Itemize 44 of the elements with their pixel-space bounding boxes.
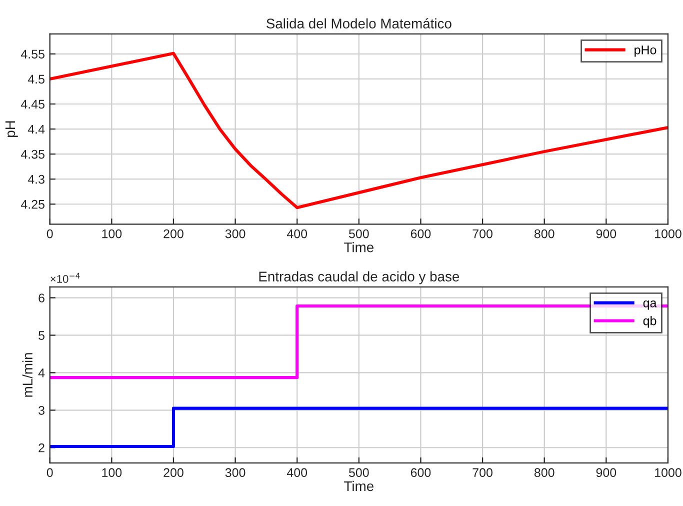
x-tick-label: 1000	[655, 468, 682, 478]
x-tick-label: 500	[348, 468, 369, 478]
x-tick-label: 300	[225, 468, 246, 478]
x-tick-label: 600	[410, 468, 431, 478]
legend-label: qb	[643, 316, 656, 328]
x-tick-label: 800	[534, 229, 554, 238]
y-axis-title: mL/min	[22, 353, 33, 397]
y-tick-label: 2	[38, 443, 44, 452]
x-tick-label: 700	[472, 468, 492, 478]
x-tick-label: 600	[410, 229, 431, 238]
x-tick-label: 100	[102, 468, 122, 478]
legend-label: qa	[643, 300, 657, 310]
y-tick-label: 4.45	[20, 100, 44, 109]
y-axis-title: pH	[5, 121, 18, 138]
chart-title: Salida del Modelo Matemático	[266, 18, 452, 28]
x-axis-title: Time	[344, 242, 374, 252]
y-tick-label: 4.5	[28, 74, 44, 84]
x-tick-label: 900	[596, 229, 616, 238]
y-tick-label: 4.4	[28, 124, 45, 134]
x-tick-label: 0	[46, 468, 53, 478]
x-tick-label: 900	[596, 468, 616, 478]
x-tick-label: 800	[534, 468, 554, 478]
y-tick-label: 4.55	[20, 50, 44, 59]
text: ×10$^{−4}$	[50, 272, 80, 283]
y-tick-label: 4.25	[20, 200, 44, 209]
x-tick-label: 1000	[655, 229, 682, 238]
y-tick-label: 5	[38, 331, 44, 340]
x-tick-label: 100	[102, 229, 122, 238]
x-tick-label: 0	[46, 229, 53, 238]
legend-label: pHo	[634, 46, 656, 57]
y-tick-label: 4.3	[28, 174, 44, 184]
x-tick-label: 400	[286, 229, 308, 238]
x-axis-title: Time	[344, 480, 374, 492]
x-tick-label: 500	[348, 229, 369, 238]
x-tick-label: 200	[164, 229, 184, 238]
y-tick-label: 3	[38, 406, 44, 415]
x-tick-label: 400	[286, 468, 308, 478]
x-tick-label: 300	[225, 229, 246, 238]
x-tick-label: 200	[164, 468, 184, 478]
y-tick-label: 6	[38, 294, 44, 302]
x-tick-label: 700	[472, 229, 492, 238]
y-tick-label: 4.35	[20, 150, 44, 159]
chart-title: Entradas caudal de acido y base	[259, 271, 460, 284]
y-tick-label: 4	[38, 368, 45, 378]
